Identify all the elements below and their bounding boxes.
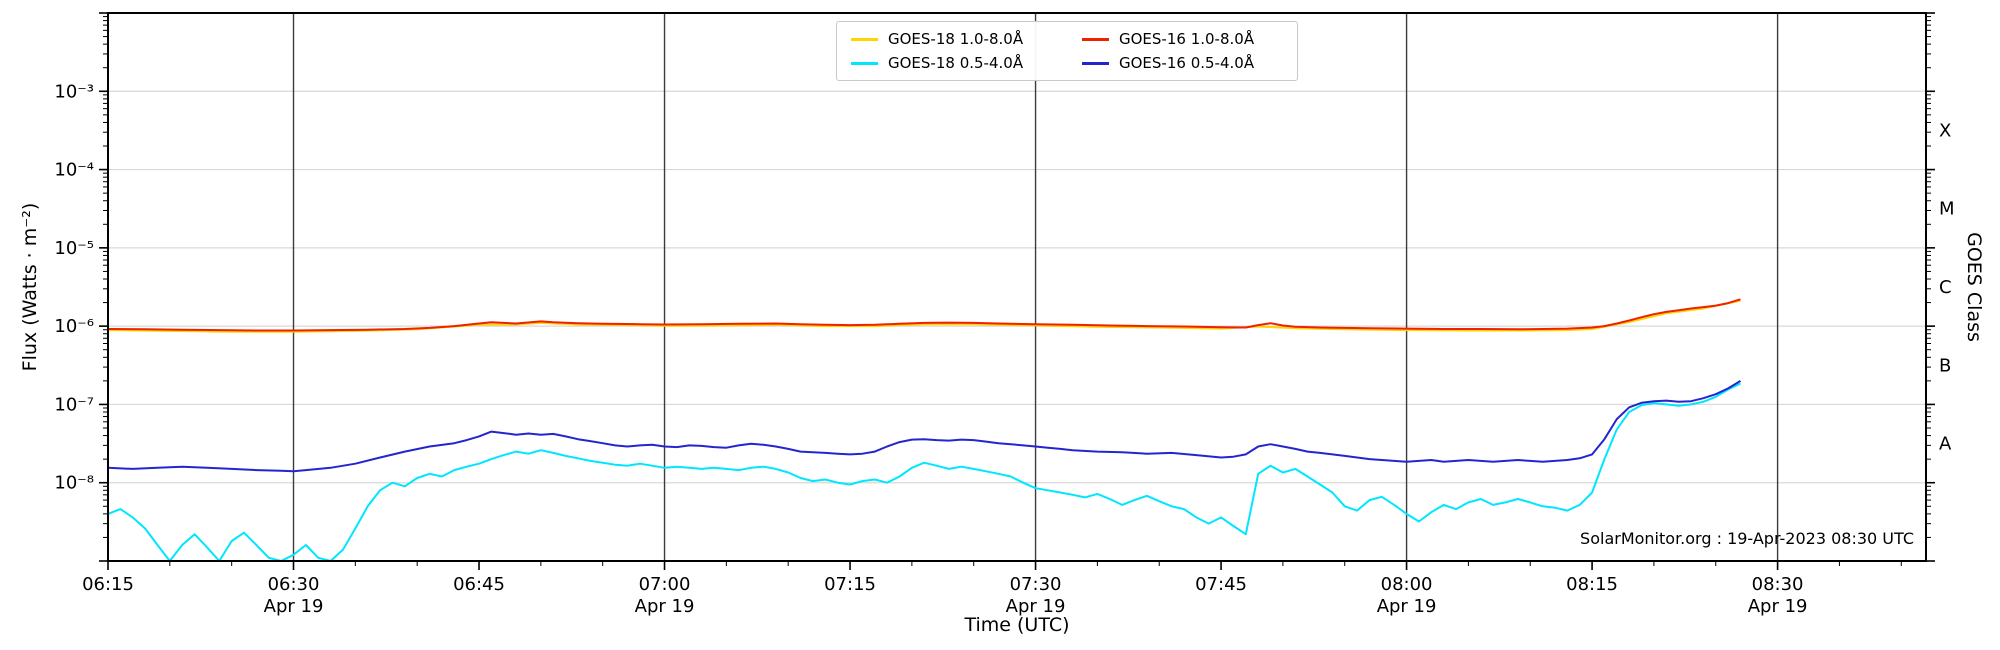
x-tick-label: 08:15	[1566, 574, 1618, 595]
right-axis-title: GOES Class	[1963, 232, 1985, 342]
legend-swatch-goes18-short	[851, 61, 878, 65]
x-date-label: Apr 19	[1377, 596, 1437, 617]
x-date-label: Apr 19	[1748, 596, 1808, 617]
x-tick-label: 07:45	[1195, 574, 1247, 595]
goes-class-letter-x: X	[1939, 120, 1951, 141]
x-date-label: Apr 19	[1006, 596, 1066, 617]
legend-item-goes18-long: GOES-18 1.0-8.0Å	[851, 30, 1052, 48]
x-tick-label: 08:00	[1381, 574, 1433, 595]
legend-label-goes18-long: GOES-18 1.0-8.0Å	[888, 30, 1024, 48]
legend-label-goes16-long: GOES-16 1.0-8.0Å	[1119, 30, 1255, 48]
legend-label-goes16-short: GOES-16 0.5-4.0Å	[1119, 54, 1255, 72]
x-tick-label: 06:15	[82, 574, 134, 595]
legend-item-goes16-long: GOES-16 1.0-8.0Å	[1082, 30, 1283, 48]
legend-swatch-goes18-long	[851, 37, 878, 41]
x-tick-label: 06:30	[268, 574, 320, 595]
plot-frame	[107, 12, 1927, 562]
y-axis-title: Flux (Watts · m⁻²)	[19, 202, 41, 372]
y-tick-label: 10⁻³	[54, 81, 94, 102]
x-date-label: Apr 19	[635, 596, 695, 617]
goes-class-letter-b: B	[1939, 355, 1951, 376]
y-tick-label: 10⁻⁵	[54, 238, 94, 259]
goes-class-letter-c: C	[1939, 277, 1952, 298]
y-tick-label: 10⁻⁷	[54, 394, 94, 415]
series-line-goes-18-0-5-4-0-	[108, 382, 1741, 561]
series-line-goes-16-0-5-4-0-	[108, 380, 1742, 473]
legend-swatch-goes16-long	[1082, 37, 1109, 41]
goes-class-letter-m: M	[1939, 199, 1955, 220]
x-tick-label: 07:00	[639, 574, 691, 595]
legend-item-goes18-short: GOES-18 0.5-4.0Å	[851, 54, 1052, 72]
series-line-goes-16-1-0-8-0-	[108, 298, 1741, 332]
watermark-text: SolarMonitor.org : 19-Apr-2023 08:30 UTC	[1580, 529, 1914, 548]
y-tick-label: 10⁻⁴	[54, 160, 94, 181]
x-date-label: Apr 19	[264, 596, 324, 617]
x-tick-label: 07:30	[1010, 574, 1062, 595]
x-axis-title: Time (UTC)	[964, 614, 1070, 636]
legend: GOES-18 1.0-8.0Å GOES-18 0.5-4.0Å GOES-1…	[836, 21, 1298, 81]
legend-swatch-goes16-short	[1082, 61, 1109, 65]
y-tick-label: 10⁻⁸	[54, 473, 94, 494]
x-tick-label: 08:30	[1752, 574, 1804, 595]
series-line-goes-18-1-0-8-0-	[108, 299, 1741, 333]
goes-class-letter-a: A	[1939, 434, 1952, 455]
y-tick-label: 10⁻⁶	[54, 316, 94, 337]
legend-item-goes16-short: GOES-16 0.5-4.0Å	[1082, 54, 1283, 72]
legend-label-goes18-short: GOES-18 0.5-4.0Å	[888, 54, 1024, 72]
x-tick-label: 06:45	[453, 574, 505, 595]
x-tick-label: 07:15	[824, 574, 876, 595]
